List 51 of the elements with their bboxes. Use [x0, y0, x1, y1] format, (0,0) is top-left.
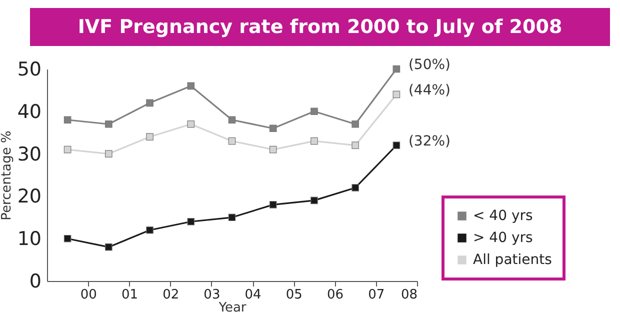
legend-label: > 40 yrs: [473, 230, 533, 246]
point: [105, 243, 112, 251]
x-tick-label: 03: [204, 288, 220, 302]
point: [392, 65, 400, 73]
point: [310, 196, 318, 204]
point: [146, 226, 154, 234]
point: [146, 133, 154, 140]
point: [269, 146, 277, 154]
point: [228, 137, 236, 145]
y-tick-label: 10: [17, 228, 42, 250]
y-tick-label: 20: [17, 186, 42, 208]
x-tick-label: 04: [244, 288, 262, 302]
point: [310, 108, 318, 116]
point: [352, 184, 359, 192]
x-axis-title: Year: [218, 300, 247, 316]
point: [64, 234, 72, 242]
y-tick-label: 0: [29, 270, 42, 292]
data-label: (32%): [408, 133, 450, 150]
x-tick-label: 01: [121, 288, 138, 302]
point: [228, 116, 236, 124]
point: [146, 99, 154, 107]
point: [105, 150, 112, 158]
legend-label: All patients: [473, 252, 552, 268]
point: [392, 90, 400, 98]
point: [228, 214, 236, 222]
y-tick-label: 50: [17, 58, 42, 80]
x-tick-label: 02: [162, 288, 180, 302]
point: [392, 142, 400, 149]
point: [352, 120, 359, 128]
legend-label: < 40 yrs: [473, 208, 533, 224]
point: [269, 124, 277, 132]
point: [269, 201, 277, 208]
point: [352, 142, 359, 149]
point: [187, 82, 195, 90]
point: [187, 120, 195, 128]
x-tick-label: 07: [368, 288, 385, 302]
point: [105, 120, 112, 128]
x-tick-label: 08: [400, 288, 418, 302]
point: [187, 218, 195, 226]
point: [64, 116, 72, 124]
data-label: (50%): [408, 57, 450, 73]
point: [64, 146, 72, 154]
x-tick-label: 06: [327, 288, 344, 302]
point: [310, 137, 318, 145]
chart-title: IVF Pregnancy rate from 2000 to July of 2008: [30, 8, 610, 46]
y-tick-label: 30: [17, 143, 42, 166]
x-tick-label: 00: [80, 288, 97, 302]
data-label: (44%): [408, 82, 450, 98]
y-axis-title: Percentage %: [0, 130, 14, 220]
x-tick-label: 05: [286, 288, 302, 302]
y-tick-label: 40: [17, 100, 42, 123]
